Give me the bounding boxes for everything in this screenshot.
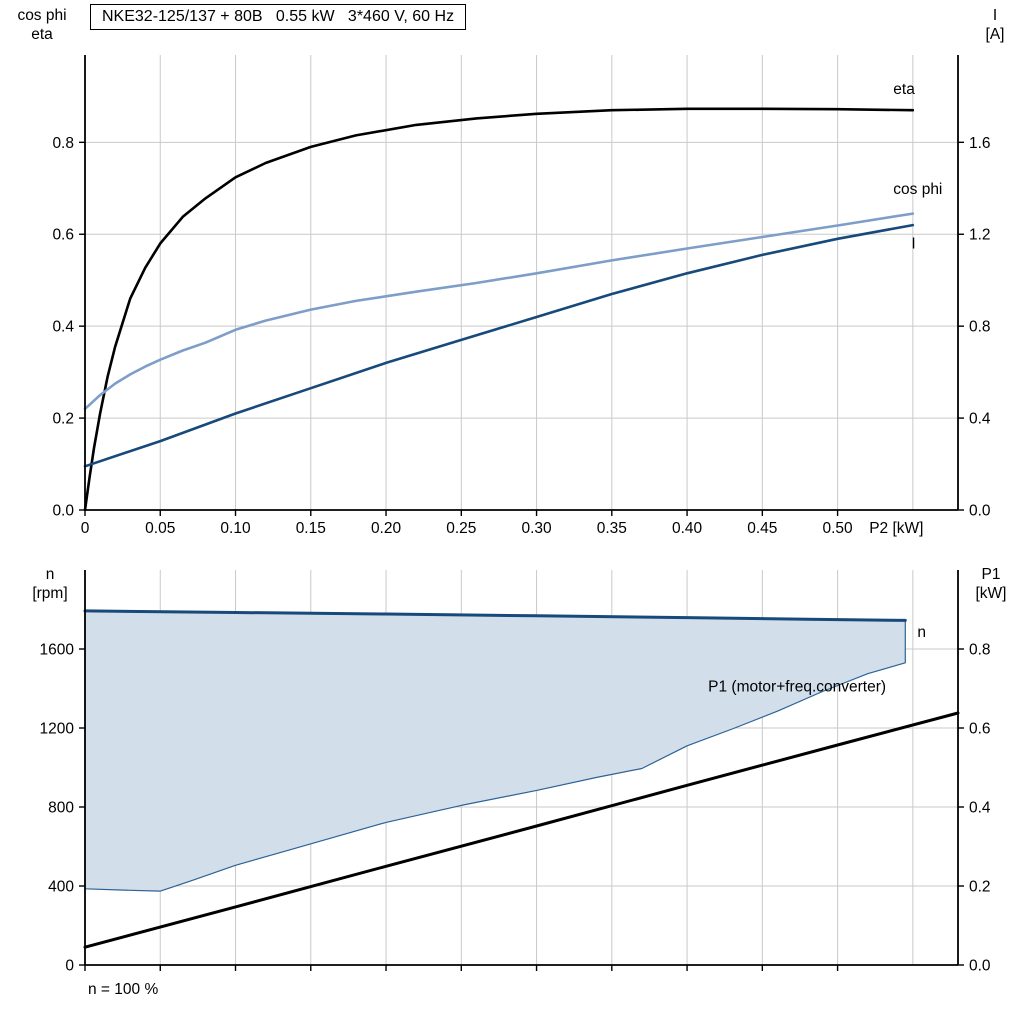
tick-label-x: 0.05 [145,520,175,537]
tick-label-left: 1200 [40,721,75,738]
tick-label-x: 0.15 [296,520,326,537]
tick-label-left: 0.8 [52,135,74,152]
tick-label-x: 0.50 [823,520,854,537]
tick-label-right: 1.6 [969,135,991,152]
tick-label-x: 0.20 [371,520,402,537]
series-n [83,609,907,622]
axis-label-current: I [A] [985,7,1005,44]
tick-label-left: 0.4 [52,319,74,336]
tick-label-left: 0 [65,958,74,975]
upper-chart-svg: 0.0 0.2 0.4 0.6 0.8 0.0 0.4 0.8 1.2 1.6 0 0.05 0.10 0… [52,55,991,537]
footer-note: n = 100 % [88,981,159,998]
axis-label-power-in: P1 [kW] [975,566,1007,603]
tick-label-right: 0.8 [969,642,991,659]
tick-label-right: 1.2 [969,227,991,244]
tick-label-left: 0.0 [52,503,74,520]
tick-label-x: 0.10 [220,520,251,537]
tick-label-right: 0.4 [969,411,991,428]
series-label-eta: eta [893,81,915,98]
tick-label-right: 0.4 [969,800,991,817]
tick-label-left: 0.2 [52,411,74,428]
series-p1 [83,711,960,949]
tick-label-right: 0.8 [969,319,991,336]
tick-label-right: 0.6 [969,721,991,738]
tick-label-x: 0.40 [672,520,703,537]
lower-chart-svg: 0 400 800 1200 1600 0.0 0.2 0.4 0.6 0.8 n P1 (motor… [40,570,991,975]
tick-label-left: 1600 [40,642,75,659]
axis-label-speed: n [rpm] [32,566,68,603]
chart-title-box: NKE32-125/137 + 80B 0.55 kW 3*460 V, 60 … [90,4,467,30]
tick-label-left: 400 [48,879,74,896]
tick-label-x: 0.30 [521,520,552,537]
tick-label-left: 0.6 [52,227,74,244]
series-i [83,223,915,468]
series-eta [83,107,915,512]
tick-label-right: 0.0 [969,958,991,975]
tick-label-left: 800 [48,800,74,817]
speed-operating-range [84,610,906,892]
tick-label-right: 0.2 [969,879,991,896]
series-label-cos-phi: cos phi [893,181,942,198]
tick-label-right: 0.0 [969,503,991,520]
tick-label-x: 0.35 [597,520,627,537]
tick-label-x: 0.25 [446,520,476,537]
series-label-p1: P1 (motor+freq.converter) [708,679,886,696]
series-label-n: n [917,624,926,641]
series-cos-phi [83,212,915,411]
axis-label-cosphi-eta: cos phi eta [17,7,67,44]
x-axis-unit-label: P2 [kW] [869,520,923,537]
series-label-i: I [911,235,915,252]
tick-label-x: 0 [81,520,90,537]
tick-label-x: 0.45 [747,520,777,537]
